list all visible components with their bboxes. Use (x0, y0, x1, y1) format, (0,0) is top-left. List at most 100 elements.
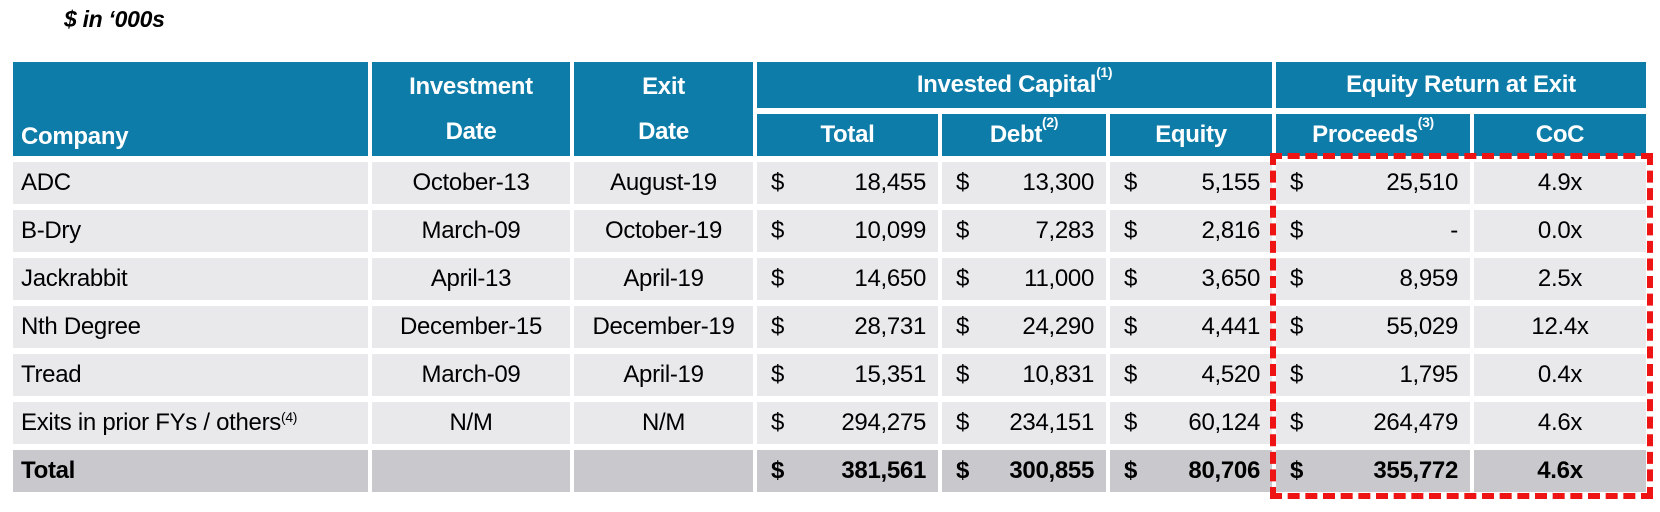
company-cell: Exits in prior FYs / others (4) (13, 402, 368, 444)
company-name: Jackrabbit (21, 265, 128, 292)
equity-cell: $60,124 (1110, 402, 1272, 444)
debt-cell: $13,300 (942, 162, 1106, 204)
coc-cell: 4.6x (1474, 450, 1646, 492)
col-header-proceeds: Proceeds(3) (1276, 114, 1470, 156)
equity-cell: $3,650 (1110, 258, 1272, 300)
coc-header-text: CoC (1535, 121, 1585, 148)
dollar-sign: $ (1124, 409, 1138, 436)
amount-value: 294,275 (841, 409, 926, 436)
total-invested-cell: $15,351 (757, 354, 938, 396)
company-cell: ADC (13, 162, 368, 204)
investment-date-cell: April-13 (372, 258, 570, 300)
dollar-sign: $ (771, 409, 785, 436)
col-header-total: Total (757, 114, 938, 156)
col-header-investment-date: Investment Date (372, 62, 570, 156)
page-title: $ in ‘000s (64, 6, 165, 32)
col-header-exit-date-label: Date (638, 117, 689, 145)
amount-value: - (1450, 217, 1458, 244)
amount-value: 3,650 (1201, 265, 1260, 292)
total-invested-cell: $381,561 (757, 450, 938, 492)
company-name: Tread (21, 361, 82, 388)
exit-date-cell: October-19 (574, 210, 753, 252)
company-name: Total (21, 457, 76, 484)
invested-capital-text: Invested Capital (916, 71, 1097, 98)
proceeds-cell: $1,795 (1276, 354, 1470, 396)
proceeds-header-text: Proceeds (1312, 121, 1418, 148)
dollar-sign: $ (771, 457, 785, 484)
col-header-equity: Equity (1110, 114, 1272, 156)
dollar-sign: $ (1124, 361, 1138, 388)
dollar-sign: $ (956, 457, 970, 484)
dollar-sign: $ (1290, 457, 1304, 484)
equity-cell: $5,155 (1110, 162, 1272, 204)
dollar-sign: $ (956, 169, 970, 196)
proceeds-cell: $355,772 (1276, 450, 1470, 492)
proceeds-cell: $55,029 (1276, 306, 1470, 348)
amount-value: 80,706 (1188, 457, 1260, 484)
dollar-sign: $ (771, 265, 785, 292)
exit-date-cell (574, 450, 753, 492)
coc-cell: 2.5x (1474, 258, 1646, 300)
dollar-sign: $ (771, 169, 785, 196)
debt-cell: $234,151 (942, 402, 1106, 444)
footnote-ref-2: (2) (1042, 113, 1059, 130)
coc-cell: 0.4x (1474, 354, 1646, 396)
dollar-sign: $ (1124, 265, 1138, 292)
coc-cell: 4.9x (1474, 162, 1646, 204)
col-header-investment-date-label: Date (445, 117, 497, 145)
dollar-sign: $ (1124, 217, 1138, 244)
coc-cell: 12.4x (1474, 306, 1646, 348)
investment-date-cell: N/M (372, 402, 570, 444)
dollar-sign: $ (1290, 313, 1304, 340)
amount-value: 381,561 (841, 457, 926, 484)
exit-date-cell: December-19 (574, 306, 753, 348)
amount-value: 300,855 (1009, 457, 1094, 484)
group-header-invested-capital: Invested Capital(1) (757, 62, 1272, 108)
exit-date-cell: April-19 (574, 258, 753, 300)
footnote-ref-1: (1) (1096, 63, 1113, 80)
equity-return-text: Equity Return at Exit (1346, 71, 1576, 98)
exit-date-cell: August-19 (574, 162, 753, 204)
investments-table: Company Investment Date Exit Date Invest… (13, 62, 1646, 492)
dollar-sign: $ (771, 361, 785, 388)
amount-value: 234,151 (1009, 409, 1094, 436)
company-name: ADC (21, 169, 71, 196)
amount-value: 11,000 (1024, 265, 1094, 292)
company-cell: B-Dry (13, 210, 368, 252)
dollar-sign: $ (1290, 169, 1304, 196)
exit-date-cell: N/M (574, 402, 753, 444)
group-header-invested-capital-label: Invested Capital(1) (916, 65, 1113, 99)
debt-cell: $11,000 (942, 258, 1106, 300)
company-cell: Jackrabbit (13, 258, 368, 300)
investment-date-cell: October-13 (372, 162, 570, 204)
proceeds-cell: $ - (1276, 210, 1470, 252)
amount-value: 18,455 (854, 169, 926, 196)
dollar-sign: $ (1124, 313, 1138, 340)
equity-cell: $80,706 (1110, 450, 1272, 492)
total-invested-cell: $294,275 (757, 402, 938, 444)
amount-value: 15,351 (854, 361, 926, 388)
company-cell: Tread (13, 354, 368, 396)
dollar-sign: $ (771, 217, 785, 244)
group-header-equity-return: Equity Return at Exit (1276, 62, 1646, 108)
debt-cell: $7,283 (942, 210, 1106, 252)
dollar-sign: $ (956, 409, 970, 436)
proceeds-cell: $25,510 (1276, 162, 1470, 204)
dollar-sign: $ (956, 313, 970, 340)
equity-cell: $4,441 (1110, 306, 1272, 348)
col-header-debt: Debt(2) (942, 114, 1106, 156)
dollar-sign: $ (956, 361, 970, 388)
dollar-sign: $ (1124, 457, 1138, 484)
company-name: Exits in prior FYs / others (21, 409, 281, 436)
amount-value: 13,300 (1022, 169, 1094, 196)
total-invested-cell: $10,099 (757, 210, 938, 252)
col-header-investment-label: Investment (409, 72, 533, 100)
amount-value: 60,124 (1188, 409, 1260, 436)
company-cell: Nth Degree (13, 306, 368, 348)
investment-date-cell: March-09 (372, 210, 570, 252)
equity-header-text: Equity (1155, 121, 1227, 148)
debt-header-label: Debt(2) (990, 115, 1059, 149)
col-header-exit-date: Exit Date (574, 62, 753, 156)
dollar-sign: $ (956, 265, 970, 292)
dollar-sign: $ (956, 217, 970, 244)
